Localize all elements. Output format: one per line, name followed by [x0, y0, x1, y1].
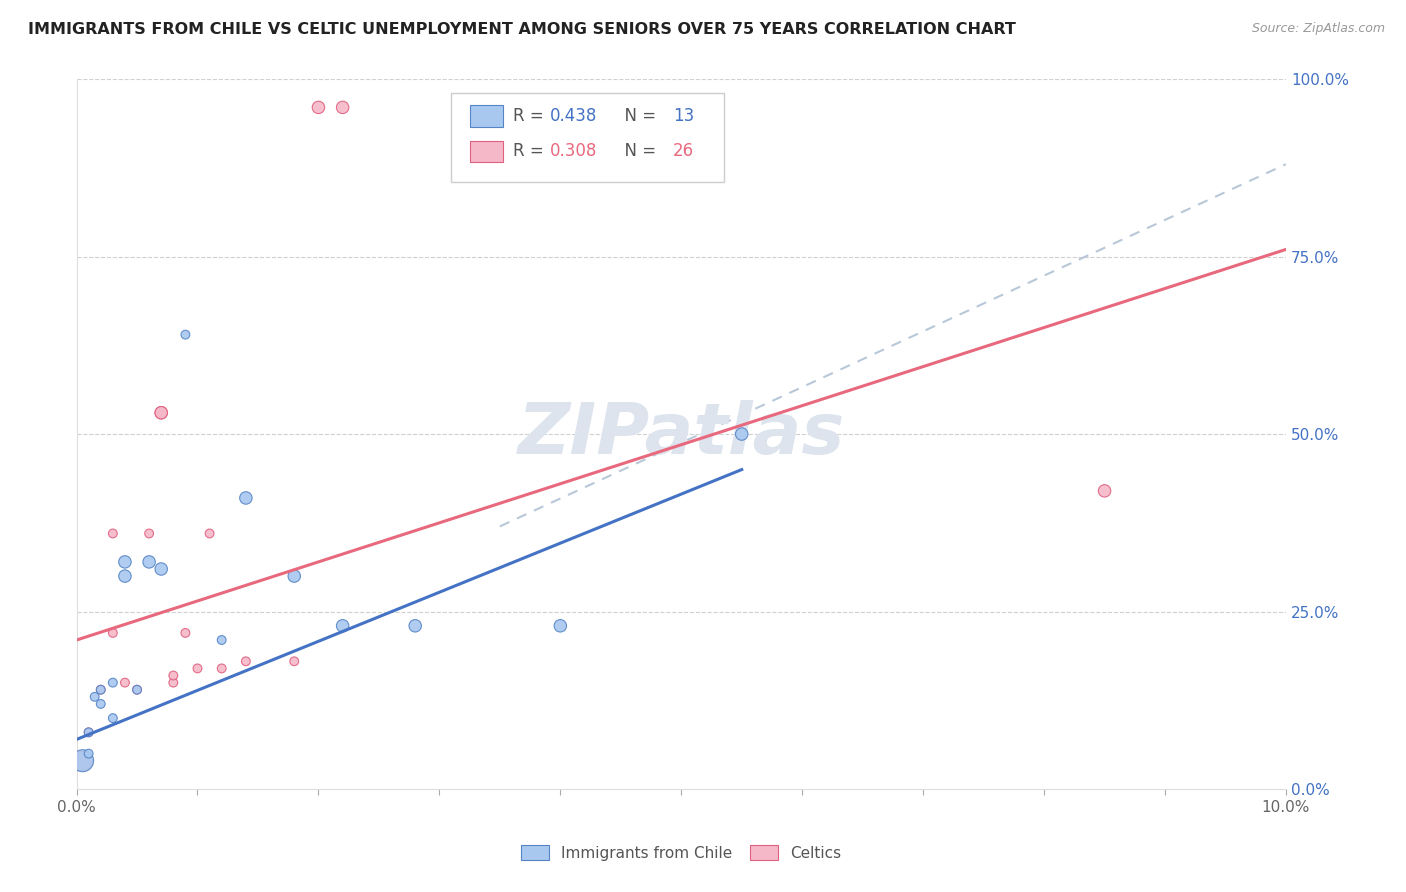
Point: [174, 327, 197, 342]
FancyBboxPatch shape: [451, 93, 724, 182]
Point: [72, 754, 94, 768]
Point: [90, 682, 112, 697]
Text: 13: 13: [673, 107, 695, 125]
Text: N =: N =: [613, 143, 661, 161]
Point: [77, 725, 100, 739]
Point: [731, 427, 754, 442]
Point: [174, 626, 197, 640]
Point: [101, 526, 124, 541]
Point: [101, 711, 124, 725]
Point: [186, 661, 208, 675]
Point: [198, 526, 221, 541]
Text: ZIPatlas: ZIPatlas: [517, 400, 845, 468]
Point: [125, 682, 148, 697]
Text: R =: R =: [513, 143, 550, 161]
Point: [1094, 483, 1116, 498]
Point: [150, 562, 173, 576]
Text: R =: R =: [513, 107, 550, 125]
Point: [138, 526, 160, 541]
Point: [101, 626, 124, 640]
Point: [550, 619, 572, 633]
Point: [114, 555, 136, 569]
Text: 0.438: 0.438: [550, 107, 596, 125]
Point: [162, 668, 184, 682]
Point: [83, 690, 105, 704]
Text: Source: ZipAtlas.com: Source: ZipAtlas.com: [1251, 22, 1385, 36]
Point: [211, 632, 233, 647]
Point: [72, 754, 94, 768]
Point: [90, 682, 112, 697]
Point: [101, 675, 124, 690]
Point: [332, 100, 354, 114]
Point: [283, 654, 305, 668]
Text: 26: 26: [673, 143, 695, 161]
Text: N =: N =: [613, 107, 661, 125]
Point: [114, 675, 136, 690]
Point: [404, 619, 426, 633]
Point: [332, 619, 354, 633]
Point: [125, 682, 148, 697]
Point: [77, 725, 100, 739]
Point: [283, 569, 305, 583]
Text: IMMIGRANTS FROM CHILE VS CELTIC UNEMPLOYMENT AMONG SENIORS OVER 75 YEARS CORRELA: IMMIGRANTS FROM CHILE VS CELTIC UNEMPLOY…: [28, 22, 1017, 37]
Point: [150, 406, 173, 420]
FancyBboxPatch shape: [470, 105, 503, 127]
Legend: Immigrants from Chile, Celtics: Immigrants from Chile, Celtics: [515, 838, 848, 867]
Point: [90, 697, 112, 711]
Point: [162, 675, 184, 690]
Point: [211, 661, 233, 675]
FancyBboxPatch shape: [470, 141, 503, 162]
Point: [235, 491, 257, 505]
Point: [114, 569, 136, 583]
Text: 0.308: 0.308: [550, 143, 596, 161]
Point: [307, 100, 329, 114]
Point: [150, 406, 173, 420]
Point: [77, 747, 100, 761]
Point: [138, 555, 160, 569]
Point: [235, 654, 257, 668]
